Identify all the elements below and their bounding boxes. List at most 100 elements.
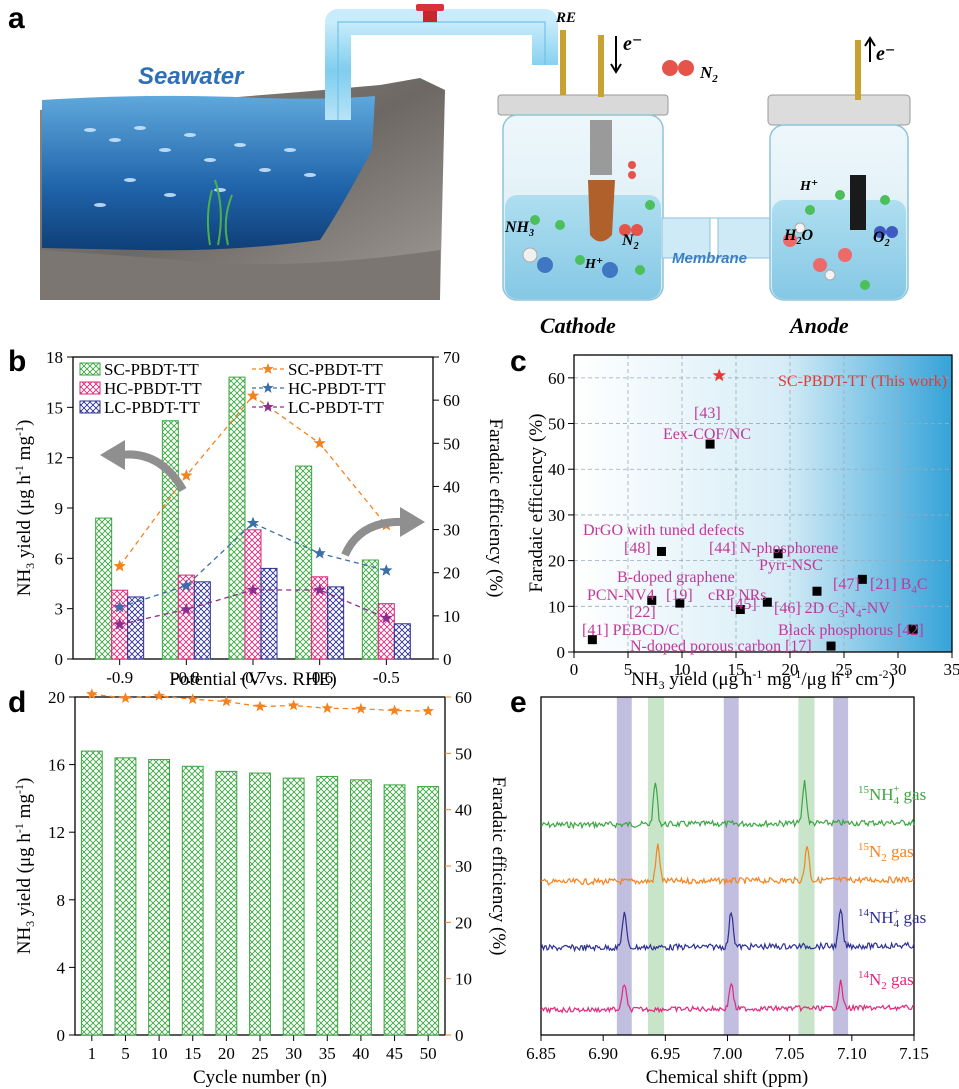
y-axis-label-c: Faradaic efficiency (%) <box>526 414 547 593</box>
point-c-7 <box>773 549 783 559</box>
label-bdoped: B-doped graphene <box>617 569 735 586</box>
fe-point-b-0-0 <box>113 559 126 572</box>
rock-base <box>40 250 440 300</box>
x-tick-label-d: 10 <box>151 1044 168 1063</box>
y-tick-label-c: 30 <box>548 506 565 525</box>
y-tick-label-b: 9 <box>55 499 64 518</box>
left-arrow-indicator <box>119 450 187 493</box>
fe-point-d-4 <box>220 695 233 707</box>
x-tick-label-b: -0.7 <box>240 668 267 687</box>
bar-b-2-1 <box>193 581 211 660</box>
label-ref48: [48] <box>624 540 651 557</box>
y-tick-label-c: 0 <box>557 643 566 662</box>
fe-point-b-1-0 <box>113 600 126 613</box>
plot-frame-c <box>573 354 953 653</box>
y-tick-label-d: 20 <box>48 688 65 707</box>
fe-point-b-2-0 <box>113 618 126 630</box>
point-c-6 <box>762 597 772 607</box>
anode-lid <box>767 94 911 126</box>
label-npc: N-doped porous carbon [17] <box>630 638 812 655</box>
bar-d-2 <box>148 759 171 1036</box>
panel-b-chart: b 0 3 6 9 12 15 18 0 10 20 30 40 50 60 70 -0.9 -0.8 -0.7 -… <box>8 345 506 690</box>
cathode-lid <box>497 94 669 116</box>
bar-b-2-4 <box>393 623 411 660</box>
nmr-trace-1 <box>540 843 915 886</box>
x-tick-label-d: 15 <box>184 1044 201 1063</box>
trace-label-0: 15NH4+ gas <box>858 783 926 807</box>
anode-wire <box>855 40 861 100</box>
label-b4c: [21] B4C <box>870 576 928 596</box>
valve <box>423 10 437 22</box>
label-nphos: [44] N-phosphorene <box>709 540 838 557</box>
legend-b-line-hc: HC-PBDT-TT <box>288 379 386 398</box>
point-c-4 <box>705 439 715 449</box>
y-tick-label-b: 15 <box>46 398 63 417</box>
seawater-body <box>42 95 375 251</box>
fe-point-b-1-3 <box>313 546 326 559</box>
label-ref43: [43] <box>694 405 721 422</box>
h-plus-anode-label: H⁺ <box>799 179 818 194</box>
seawater-label: Seawater <box>138 63 245 90</box>
x-tick-label-c: 10 <box>674 660 691 679</box>
highlight-band-3 <box>798 697 815 1035</box>
y-tick-label-c: 60 <box>548 369 565 388</box>
x-tick-label-e: 7.00 <box>713 1044 743 1063</box>
x-tick-label-c: 5 <box>624 660 633 679</box>
fe-point-b-2-3 <box>313 583 326 596</box>
fe-line-b-1 <box>119 522 387 608</box>
bar-b-0-0 <box>95 517 113 660</box>
fe-point-b-0-2 <box>246 389 260 402</box>
highlight-band-1 <box>647 697 665 1035</box>
x-tick-label-e: 7.05 <box>775 1044 805 1063</box>
y2-tick-label-b: 10 <box>443 607 460 626</box>
bar-d-5 <box>249 772 271 1036</box>
n2-top-label: N2 <box>699 63 718 85</box>
bar-d-0 <box>80 750 103 1036</box>
y-tick-label-c: 40 <box>548 460 565 479</box>
bar-d-4 <box>215 770 238 1036</box>
bar-b-2-3 <box>327 586 345 660</box>
x-tick-label-d: 25 <box>252 1044 269 1063</box>
panel-label-d: d <box>8 686 26 719</box>
fe-point-d-2 <box>153 689 165 701</box>
fe-point-d-3 <box>187 693 199 705</box>
label-pebcd: [41] PEBCD/C <box>582 622 679 639</box>
y-tick-label-b: 12 <box>46 449 63 468</box>
y2-tick-label-b: 40 <box>443 477 460 496</box>
x-tick-label-d: 40 <box>352 1044 369 1063</box>
bar-d-10 <box>417 786 440 1036</box>
cathode-molecules <box>522 161 655 278</box>
panel-e-chart: e 6.85 6.90 6.95 7.00 7.05 7.10 7.15 15NH4+ gas… <box>510 686 929 1088</box>
bar-b-1-2 <box>244 529 262 660</box>
x-axis-label-b: Potential (V vs. RHE) <box>169 669 336 690</box>
y-tick-label-d: 0 <box>57 1026 66 1045</box>
y-tick-label-c: 20 <box>548 552 565 571</box>
x-tick-label-b: -0.5 <box>373 668 400 687</box>
trace-label-2: 14NH4+ gas <box>858 906 926 930</box>
annotations-c: SC-PBDT-TT (This work) [43] Eex-COF/NC D… <box>582 373 947 655</box>
bar-d-1 <box>114 757 137 1036</box>
y2-tick-label-d: 10 <box>455 970 472 989</box>
y2-tick-label-d: 50 <box>455 744 472 763</box>
legend-b-star <box>262 401 274 412</box>
label-pcn: PCN-NV4 <box>587 587 655 604</box>
bar-b-0-3 <box>295 465 313 660</box>
nh3-label: NH3 <box>504 219 534 239</box>
nmr-trace-2 <box>540 908 915 953</box>
x-tick-label-b: -0.6 <box>306 668 333 687</box>
point-c-5 <box>735 605 745 615</box>
n2-mid-label: N2 <box>621 232 639 252</box>
x-tick-label-d: 50 <box>420 1044 437 1063</box>
y-tick-label-b: 18 <box>46 348 63 367</box>
x-tick-label-d: 1 <box>88 1044 97 1063</box>
panel-label-c: c <box>510 345 527 378</box>
y-tick-label-d: 4 <box>57 958 66 977</box>
h-plus-cathode-label: H⁺ <box>584 257 603 272</box>
panel-a-schematic: a Seawater <box>8 2 911 338</box>
fe-point-d-9 <box>388 704 401 716</box>
cathode-label: Cathode <box>540 313 616 338</box>
x-tick-label-c: 30 <box>890 660 907 679</box>
y2-tick-label-d: 20 <box>455 913 472 932</box>
